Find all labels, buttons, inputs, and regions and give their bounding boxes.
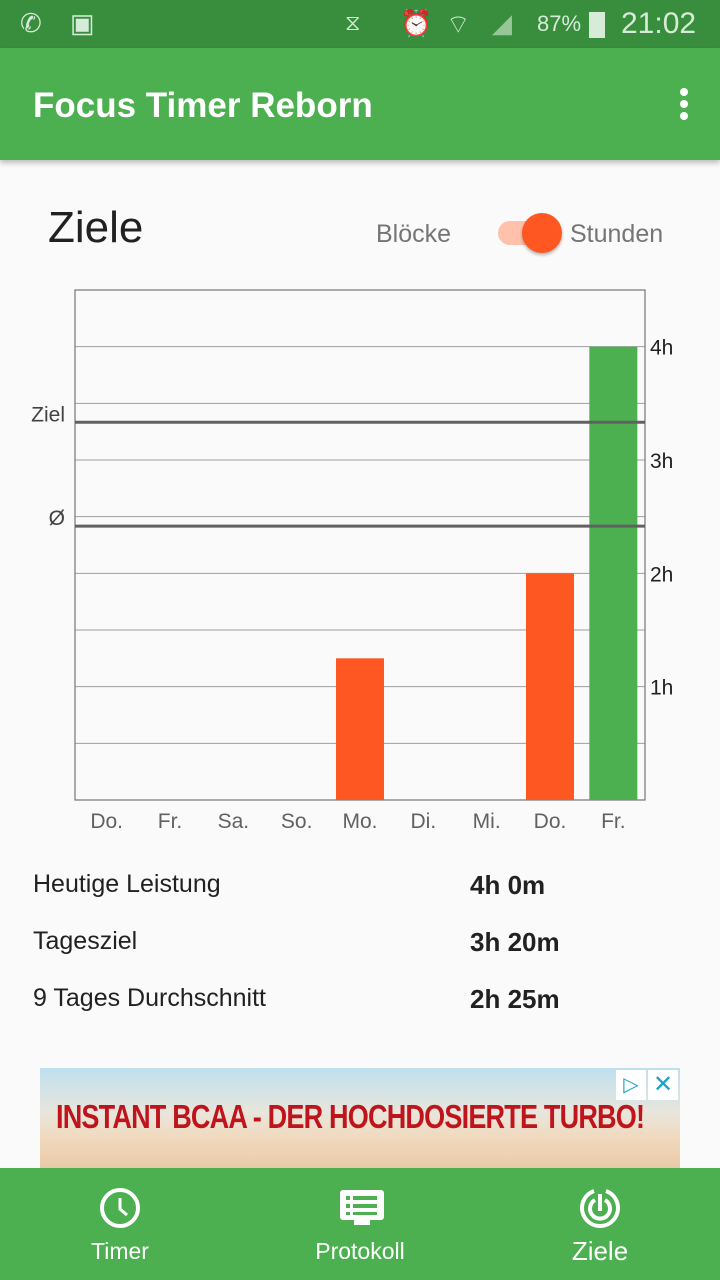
- bar: [526, 573, 574, 800]
- more-vert-icon[interactable]: [680, 88, 690, 124]
- bar: [336, 658, 384, 800]
- wifi-icon: ⌔: [446, 9, 471, 39]
- x-tick-label: Mi.: [473, 810, 501, 833]
- x-tick-label: Fr.: [158, 810, 183, 833]
- ad-banner[interactable]: INSTANT BCAA - DER HOCHDOSIERTE TURBO! ▷…: [40, 1068, 680, 1168]
- stat-value: 2h 25m: [470, 984, 560, 1014]
- nav-ziele[interactable]: Ziele: [480, 1168, 720, 1280]
- nav-label: Protokoll: [315, 1238, 405, 1264]
- battery-percent: 87%: [537, 11, 582, 36]
- x-tick-label: Sa.: [218, 810, 250, 833]
- x-tick-label: So.: [281, 810, 313, 833]
- stat-value: 3h 20m: [470, 927, 560, 957]
- clock: 21:02: [621, 7, 697, 40]
- clock-icon: [100, 1188, 140, 1228]
- status-bar: ✆ ▣ ⧖ ⏰ ⌔ ◢ 87% 21:02: [0, 0, 720, 48]
- vibrate-icon: ⧖: [345, 10, 361, 35]
- target-icon: [580, 1189, 620, 1228]
- x-tick-label: Di.: [410, 810, 436, 833]
- bar: [589, 346, 638, 800]
- y-tick-label: 1h: [650, 677, 673, 700]
- app-title: Focus Timer Reborn: [33, 86, 373, 125]
- whatsapp-icon: ✆: [20, 8, 42, 38]
- toggle-label-blocks[interactable]: Blöcke: [376, 220, 452, 248]
- stat-label: 9 Tages Durchschnitt: [33, 984, 266, 1012]
- x-tick-label: Do.: [90, 810, 123, 833]
- stat-label: Heutige Leistung: [33, 870, 221, 898]
- signal-icon: ◢: [492, 8, 512, 38]
- ad-text[interactable]: INSTANT BCAA - DER HOCHDOSIERTE TURBO!: [56, 1098, 645, 1135]
- x-tick-label: Fr.: [601, 810, 626, 833]
- reference-label: Ø: [49, 507, 65, 530]
- goals-chart: Do. Fr. Sa. So. Mo. Di. Mi. Do. Fr. 1h 2h 3h 4h Ziel Ø: [31, 289, 673, 833]
- x-tick-label: Mo.: [342, 810, 377, 833]
- nav-protokoll[interactable]: Protokoll: [240, 1168, 480, 1280]
- adchoices-icon[interactable]: ▷: [616, 1070, 646, 1100]
- y-tick-label: 4h: [650, 337, 673, 360]
- y-tick-label: 3h: [650, 450, 673, 473]
- page-title: Ziele: [48, 203, 144, 252]
- battery-icon: [589, 12, 605, 38]
- nav-label: Timer: [91, 1238, 149, 1264]
- stat-label: Tagesziel: [33, 927, 138, 955]
- y-tick-label: 2h: [650, 563, 673, 586]
- stat-value: 4h 0m: [470, 870, 546, 900]
- nav-label: Ziele: [571, 1236, 629, 1266]
- x-tick-label: Do.: [534, 810, 567, 833]
- gallery-icon: ▣: [70, 8, 95, 38]
- reference-label: Ziel: [31, 403, 65, 426]
- alarm-icon: ⏰: [400, 8, 433, 38]
- nav-timer[interactable]: Timer: [0, 1168, 240, 1280]
- unit-toggle-thumb[interactable]: [522, 213, 562, 253]
- close-icon[interactable]: ✕: [648, 1070, 678, 1100]
- list-icon: [340, 1190, 384, 1225]
- toggle-label-hours[interactable]: Stunden: [570, 220, 664, 248]
- app-bar: Focus Timer Reborn: [0, 48, 720, 160]
- bottom-nav: Timer Protokoll Ziele: [0, 1168, 720, 1280]
